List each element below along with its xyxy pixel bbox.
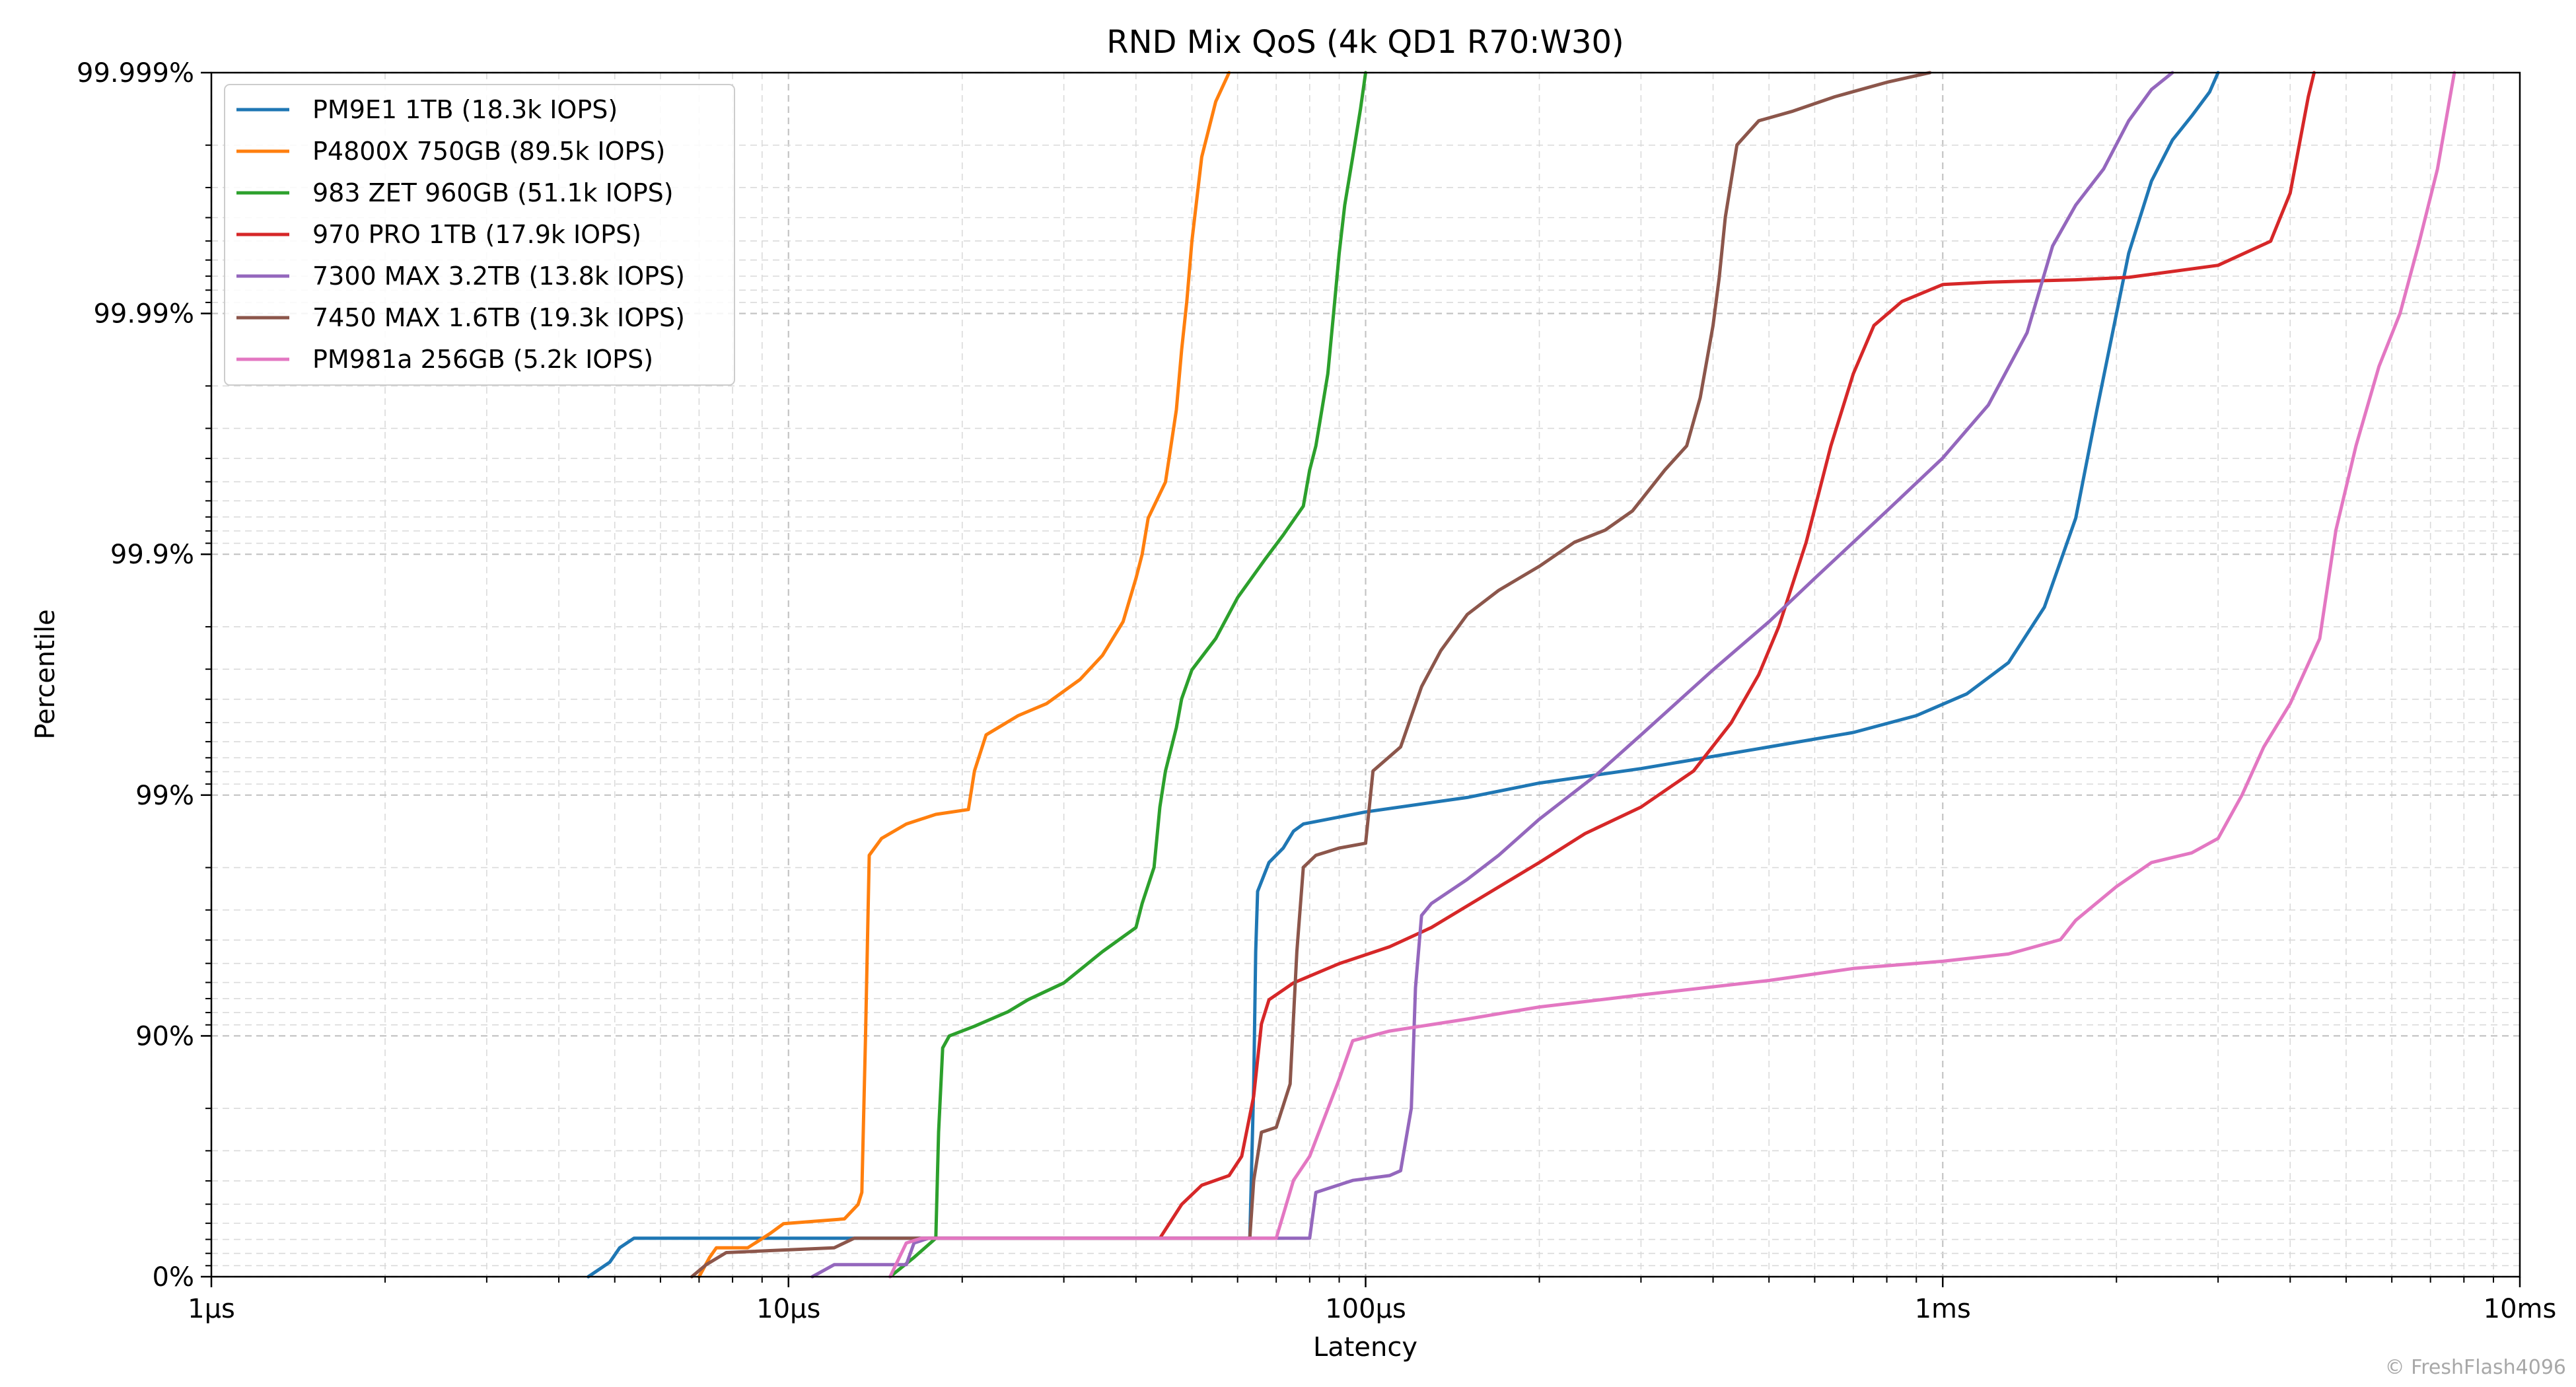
series-line-7 xyxy=(888,71,2456,1279)
legend-label: PM9E1 1TB (18.3k IOPS) xyxy=(312,95,618,124)
y-tick-label: 99.99% xyxy=(93,299,194,330)
series-line-2 xyxy=(697,71,1231,1279)
legend-label: 970 PRO 1TB (17.9k IOPS) xyxy=(312,220,641,249)
x-tick-label: 1ms xyxy=(1915,1294,1971,1324)
y-tick-label: 90% xyxy=(135,1021,194,1051)
series-line-5 xyxy=(810,71,2174,1279)
y-tick-label: 99.9% xyxy=(110,540,194,570)
legend-label: PM981a 256GB (5.2k IOPS) xyxy=(312,345,653,374)
grid xyxy=(210,71,2520,1278)
series-line-3 xyxy=(888,71,1367,1279)
legend-label: P4800X 750GB (89.5k IOPS) xyxy=(312,137,665,166)
x-tick-label: 100µs xyxy=(1325,1294,1406,1324)
y-axis-title: Percentile xyxy=(30,609,61,739)
x-tick-label: 1µs xyxy=(188,1294,235,1324)
legend-label: 7450 MAX 1.6TB (19.3k IOPS) xyxy=(312,303,685,332)
legend-box xyxy=(224,84,735,386)
x-tick-label: 10ms xyxy=(2484,1294,2557,1324)
series-line-4 xyxy=(1158,71,2316,1240)
watermark-text: © FreshFlash4096 xyxy=(2385,1356,2566,1379)
chart-title: RND Mix QoS (4k QD1 R70:W30) xyxy=(1106,24,1624,61)
y-tick-label: 0% xyxy=(153,1262,194,1293)
series-line-6 xyxy=(690,71,1932,1279)
x-tick-label: 10µs xyxy=(756,1294,820,1324)
legend: PM9E1 1TB (18.3k IOPS) P4800X 750GB (89.5… xyxy=(224,84,735,386)
y-tick-label: 99.999% xyxy=(77,58,194,89)
legend-label: 7300 MAX 3.2TB (13.8k IOPS) xyxy=(312,262,685,291)
series-lines xyxy=(587,71,2456,1279)
legend-label: 983 ZET 960GB (51.1k IOPS) xyxy=(312,178,674,207)
x-axis-title: Latency xyxy=(1313,1332,1417,1363)
y-tick-label: 99% xyxy=(135,781,194,811)
axis-ticks: 1µs 10µs 100µs 1ms 10ms 0% 90% 99% 99.9% 99.99% 99… xyxy=(77,58,2556,1324)
